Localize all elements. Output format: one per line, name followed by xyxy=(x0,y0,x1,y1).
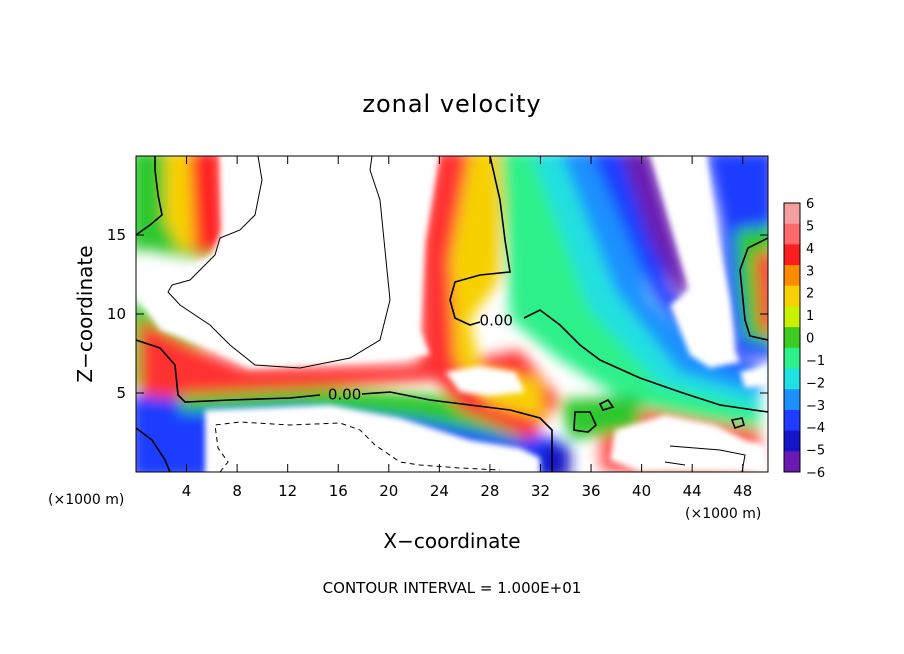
masked-region xyxy=(445,366,525,396)
colorbar-label: 4 xyxy=(806,242,814,257)
x-tick-label: 48 xyxy=(733,482,752,500)
field-blob xyxy=(562,156,760,395)
y-tick-label: 5 xyxy=(116,384,126,402)
colorbar-label: 0 xyxy=(806,332,814,347)
colorbar-label: −6 xyxy=(806,466,825,481)
masked-region xyxy=(137,156,439,368)
x-tick-label: 20 xyxy=(379,482,398,500)
colorbar-swatch xyxy=(784,223,800,245)
colorbar-label: −4 xyxy=(806,421,825,436)
colorbar-label: 1 xyxy=(806,309,814,324)
colorbar-swatch xyxy=(784,347,800,370)
colorbar-swatch xyxy=(784,368,800,390)
y-axis: 5 10 15 xyxy=(107,226,768,402)
x-tick-label: 36 xyxy=(581,482,600,500)
field-blob xyxy=(622,156,690,300)
y-axis-label: Z−coordinate xyxy=(73,245,97,382)
x-tick-label: 8 xyxy=(232,482,242,500)
colorbar-label: 2 xyxy=(806,287,814,302)
contour-line xyxy=(664,461,686,466)
contour-line xyxy=(361,391,553,472)
x-tick-label: 32 xyxy=(531,482,550,500)
colorbar-swatch xyxy=(784,265,800,287)
zero-contour-thin xyxy=(167,156,746,472)
masked-region xyxy=(205,405,540,472)
y-tick-label: 15 xyxy=(107,226,126,244)
contour-line xyxy=(167,156,391,369)
contour-line xyxy=(573,411,597,433)
colorbar-swatch xyxy=(784,306,800,328)
field-blob xyxy=(592,156,760,378)
colorbar-label: −1 xyxy=(806,354,825,369)
colorbar-swatch xyxy=(784,203,800,225)
contour-line xyxy=(669,445,746,472)
colorbar-frame xyxy=(783,202,801,473)
colorbar-swatch xyxy=(784,327,800,349)
contour-labels: 0.00 0.00 xyxy=(328,311,513,404)
colorbar-swatch xyxy=(784,389,800,411)
contour-label: 0.00 xyxy=(328,386,361,404)
field-blob xyxy=(420,156,560,440)
contour-label: 0.00 xyxy=(480,311,513,329)
x-tick-label: 16 xyxy=(329,482,348,500)
x-tick-label: 28 xyxy=(480,482,499,500)
y-tick-label: 10 xyxy=(107,305,126,323)
x-tick-label: 12 xyxy=(278,482,297,500)
contour-interval-note: CONTOUR INTERVAL = 1.000E+01 xyxy=(323,579,582,597)
contour-line xyxy=(449,156,511,326)
field-blob xyxy=(540,445,570,472)
colorbar-swatch xyxy=(784,244,800,266)
contour-line xyxy=(136,156,163,236)
colorbar-label: 3 xyxy=(806,264,814,279)
x-axis: 4 8 12 16 20 24 28 32 36 40 44 48 xyxy=(182,156,752,500)
masked-region xyxy=(740,365,768,388)
colorbar: 6 5 4 3 2 1 0 −1 −2 −3 −4 −5 −6 xyxy=(783,197,825,481)
field-blob xyxy=(450,156,545,420)
colorbar-swatch xyxy=(784,409,800,432)
contour-line xyxy=(730,417,745,430)
contour-line xyxy=(136,339,321,403)
colorbar-swatch xyxy=(784,430,800,452)
x-tick-label: 4 xyxy=(182,482,192,500)
field-blob xyxy=(190,156,225,255)
contour-lines xyxy=(136,156,768,472)
masked-region xyxy=(651,156,740,368)
contour-line xyxy=(598,398,615,411)
masked-regions xyxy=(137,156,768,472)
x-axis-units-right: (×1000 m) xyxy=(685,506,761,522)
x-axis-label: X−coordinate xyxy=(383,529,520,553)
colorbar-swatch xyxy=(784,451,800,473)
contour-line xyxy=(739,237,768,341)
colorbar-swatch xyxy=(784,285,800,307)
colorbar-label: −2 xyxy=(806,376,825,391)
contour-line xyxy=(214,421,501,472)
chart-title: zonal velocity xyxy=(362,90,541,118)
field-blob xyxy=(755,251,768,333)
x-tick-label: 44 xyxy=(683,482,702,500)
colorbar-label: 5 xyxy=(806,219,814,234)
plot-area: 0.00 0.00 xyxy=(136,156,768,472)
colorbar-label: 6 xyxy=(806,197,814,212)
colorbar-label: −3 xyxy=(806,399,825,414)
x-axis-units-left: (×1000 m) xyxy=(48,492,124,508)
x-tick-label: 40 xyxy=(632,482,651,500)
contour-line xyxy=(523,309,768,413)
colorbar-label: −5 xyxy=(806,444,825,459)
dashed-contours xyxy=(214,421,501,472)
contour-line xyxy=(136,427,171,472)
masked-region xyxy=(610,415,768,472)
x-tick-label: 24 xyxy=(430,482,449,500)
field-blob xyxy=(140,320,440,400)
